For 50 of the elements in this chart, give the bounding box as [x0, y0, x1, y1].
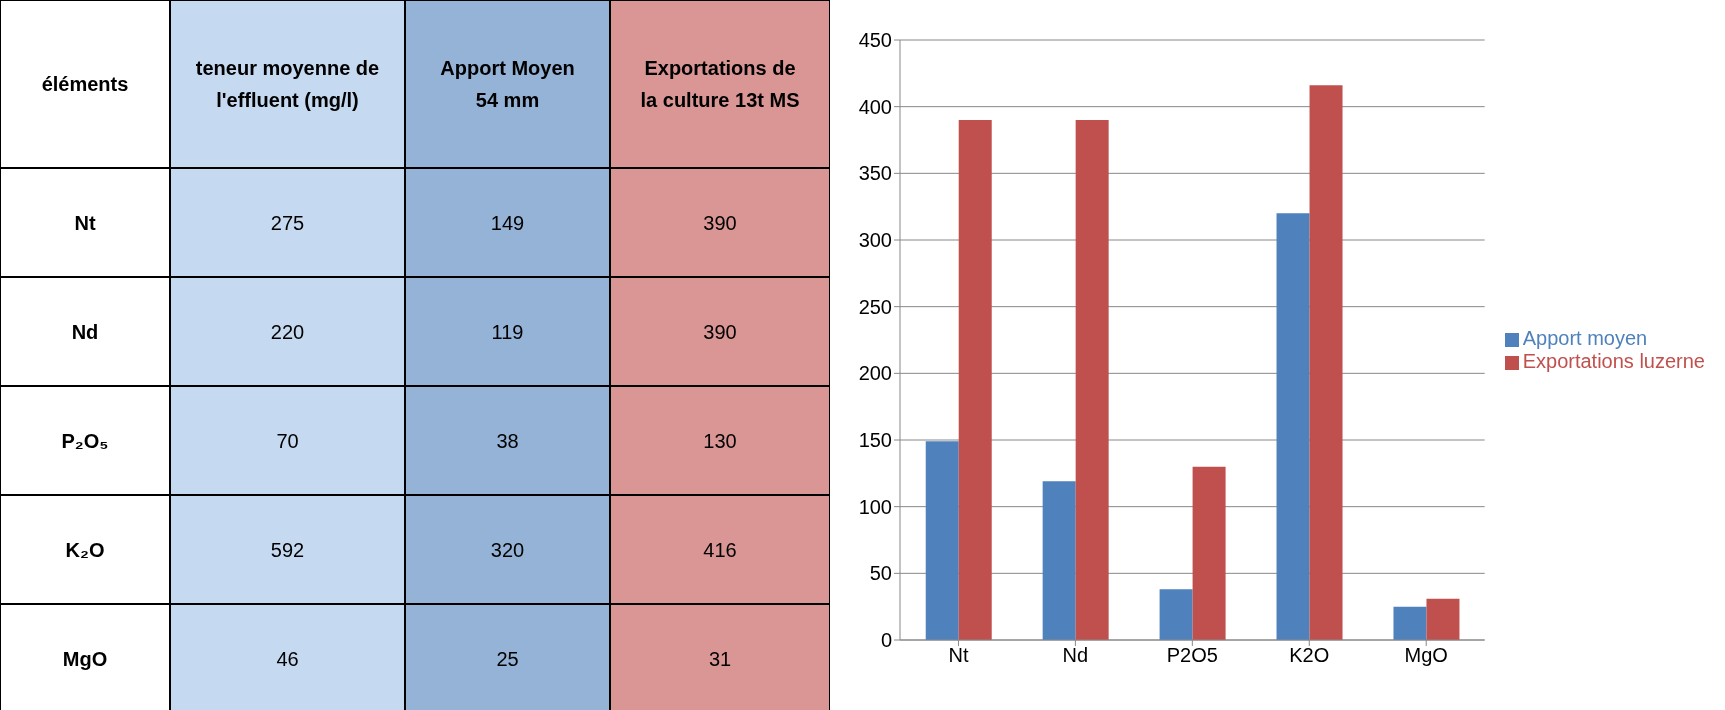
- text: Exportations de la culture 13t MS: [639, 56, 801, 113]
- category-label: Nt: [74, 210, 96, 236]
- text: teneur moyenne de l'effluent (mg/l): [195, 56, 380, 113]
- bar: [958, 120, 992, 640]
- data-label: 25: [496, 646, 519, 672]
- bar: [1042, 481, 1076, 640]
- category-label: Nd: [71, 319, 99, 345]
- x-tick-label: Nt: [948, 644, 969, 667]
- data-label: 592: [270, 537, 305, 563]
- data-label: 416: [703, 537, 737, 563]
- legend-label: Exportations luzerne: [1522, 350, 1705, 372]
- data-label: 38: [496, 428, 519, 454]
- data-label: 390: [703, 210, 737, 236]
- data-label: 220: [270, 319, 305, 345]
- y-tick-label: 100: [858, 495, 892, 518]
- y-tick-label: 350: [858, 162, 892, 185]
- x-tick-label: P2O5: [1166, 644, 1218, 667]
- bar: [1192, 466, 1226, 640]
- legend-label: Apport moyen: [1522, 327, 1648, 349]
- y-tick-label: 450: [858, 29, 892, 52]
- category-label: P₂O₅: [61, 428, 109, 454]
- data-label: 320: [490, 537, 525, 563]
- y-tick-label: 200: [858, 362, 892, 385]
- bar: [1159, 589, 1193, 640]
- y-tick-label: 250: [858, 295, 892, 318]
- bar: [1426, 598, 1460, 640]
- bar: [1309, 85, 1343, 640]
- data-label: 46: [276, 646, 299, 672]
- y-tick-label: 300: [858, 229, 892, 252]
- text: éléments: [41, 72, 129, 97]
- x-tick-label: MgO: [1404, 644, 1448, 667]
- x-tick-label: K2O: [1289, 644, 1330, 667]
- x-tick-label: Nd: [1062, 644, 1089, 667]
- data-label: 149: [490, 210, 525, 236]
- y-tick-label: 0: [880, 629, 892, 652]
- bar: [925, 441, 959, 640]
- y-tick-label: 400: [858, 95, 892, 118]
- data-label: 70: [276, 428, 299, 454]
- text: Apport Moyen 54 mm: [439, 56, 576, 113]
- data-label: 275: [270, 210, 305, 236]
- bar: [1276, 213, 1310, 640]
- data-label: 390: [703, 319, 737, 345]
- data-label: 31: [708, 646, 732, 672]
- y-tick-label: 50: [869, 562, 892, 585]
- category-label: K₂O: [65, 537, 105, 563]
- y-tick-label: 150: [858, 429, 892, 452]
- bar: [1075, 120, 1109, 640]
- data-label: 119: [491, 319, 524, 345]
- data-label: 130: [703, 428, 737, 454]
- bar: [1393, 606, 1427, 640]
